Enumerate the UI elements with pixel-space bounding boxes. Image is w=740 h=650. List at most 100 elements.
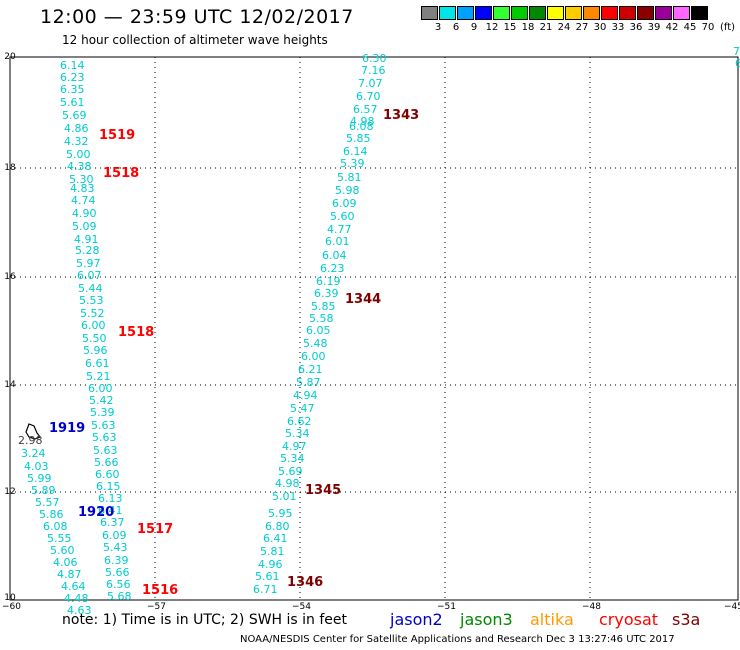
wave-height-value: 7.07	[358, 77, 383, 90]
x-tick-48: −48	[582, 602, 601, 612]
wave-height-value: 5.61	[255, 570, 280, 583]
wave-height-value: 6.30	[362, 52, 387, 65]
pass-time-label: 1519	[99, 128, 136, 143]
wave-height-value: 4.48	[64, 592, 89, 605]
wave-height-value: 5.34	[280, 452, 305, 465]
wave-height-value: 6.07	[77, 269, 102, 282]
wave-height-value: 5.34	[285, 427, 310, 440]
pass-time-label: 1518	[103, 166, 140, 181]
wave-height-value: 5.60	[50, 544, 75, 557]
scale-label-21: 21	[539, 22, 553, 33]
wave-height-value: 5.47	[290, 402, 315, 415]
scale-label-15: 15	[503, 22, 517, 33]
wave-height-value: 4.38	[67, 160, 92, 173]
scale-swatch-12	[475, 6, 492, 20]
wave-height-value: 4.98	[275, 477, 300, 490]
wave-height-value: 6.14	[343, 145, 368, 158]
pass-time-label: 1343	[383, 108, 420, 123]
wave-height-value: 5.00	[66, 148, 91, 161]
wave-height-value: 6.57	[353, 103, 378, 116]
satellite-s3a: s3a	[672, 610, 701, 629]
scale-swatch-70	[691, 6, 708, 20]
scale-label-18: 18	[521, 22, 535, 33]
wave-height-value: 5.53	[79, 294, 104, 307]
wave-height-value: 6.23	[60, 71, 85, 84]
wave-height-value: 5.43	[103, 541, 128, 554]
y-tick-16: 16	[4, 272, 16, 282]
wave-height-value: 5.98	[335, 184, 360, 197]
wave-height-value: 5.61	[60, 96, 85, 109]
pass-time-label: 1346	[287, 575, 324, 590]
wave-height-value: 5.96	[83, 344, 108, 357]
scale-unit: (ft)	[720, 22, 736, 33]
x-tick-57: −57	[147, 602, 166, 612]
wave-height-value: 6.39	[314, 287, 339, 300]
wave-height-value: 6.21	[298, 363, 323, 376]
scale-swatch-42	[655, 6, 672, 20]
wave-height-value: 4.96	[258, 558, 283, 571]
wave-height-value: 5.58	[309, 312, 334, 325]
scale-label-3: 3	[434, 22, 442, 33]
scale-label-39: 39	[647, 22, 661, 33]
wave-height-value: 6.15	[96, 480, 121, 493]
scale-swatch-18	[511, 6, 528, 20]
scale-swatch-33	[601, 6, 618, 20]
wave-height-value: 6.00	[88, 382, 113, 395]
wave-height-value: 5.69	[278, 465, 303, 478]
wave-height-value: 5.39	[90, 406, 115, 419]
wave-height-value: 6.41	[98, 504, 123, 517]
wave-height-value: 6.00	[301, 350, 326, 363]
footer-note: note: 1) Time is in UTC; 2) SWH is in fe…	[62, 612, 348, 628]
x-tick-60: −60	[2, 602, 21, 612]
scale-label-9: 9	[470, 22, 478, 33]
wave-height-value: 6.60	[95, 468, 120, 481]
pass-time-label: 1920	[78, 505, 115, 520]
wave-height-value: 5.60	[330, 210, 355, 223]
wave-height-value: 4.74	[71, 194, 96, 207]
scale-swatch-45	[673, 6, 690, 20]
x-tick-54: −54	[292, 602, 311, 612]
satellite-cryosat: cryosat	[599, 610, 659, 629]
pass-time-label: 1344	[345, 292, 382, 307]
scale-swatch-9	[457, 6, 474, 20]
wave-height-value: 6.39	[104, 554, 129, 567]
wave-height-value: 4.06	[53, 556, 78, 569]
wave-height-value: 2.98	[18, 434, 43, 447]
wave-height-value: 5.89	[31, 484, 56, 497]
scale-swatch-3	[421, 6, 438, 20]
wave-height-value: 6.19	[316, 275, 341, 288]
wave-height-value-edge: 7	[733, 45, 740, 58]
wave-height-value: 6.05	[306, 324, 331, 337]
wave-height-value: 3.24	[21, 447, 46, 460]
wave-height-value: 4.94	[293, 389, 318, 402]
y-tick-20: 20	[4, 52, 16, 62]
pass-time-label: 1517	[137, 522, 174, 537]
wave-height-value: 6.37	[100, 516, 125, 529]
scale-label-12: 12	[485, 22, 499, 33]
wave-height-value: 6.14	[60, 59, 85, 72]
wave-height-value: 5.48	[303, 337, 328, 350]
wave-height-value: 5.95	[268, 507, 293, 520]
scale-label-45: 45	[683, 22, 697, 33]
wave-height-value: 5.30	[69, 173, 94, 186]
scale-swatch-39	[637, 6, 654, 20]
wave-height-value: 6.35	[60, 83, 85, 96]
wave-height-value: 6.61	[85, 357, 110, 370]
wave-height-value: 4.86	[64, 122, 89, 135]
wave-height-value: 5.81	[260, 545, 285, 558]
y-tick-12: 12	[4, 487, 16, 497]
wave-height-value: 5.63	[92, 431, 117, 444]
island-outline	[25, 423, 41, 440]
satellite-altika: altika	[530, 610, 574, 629]
wave-height-value: 4.63	[67, 604, 92, 617]
wave-height-value: 7.16	[361, 64, 386, 77]
wave-height-value: 5.68	[107, 590, 132, 603]
wave-height-value: 5.63	[93, 444, 118, 457]
y-tick-14: 14	[4, 380, 16, 390]
wave-height-value: 6.08	[349, 120, 374, 133]
scale-label-24: 24	[557, 22, 571, 33]
scale-swatch-24	[547, 6, 564, 20]
map-title: 12:00 — 23:59 UTC 12/02/2017	[40, 6, 354, 28]
pass-time-label: 1518	[118, 325, 155, 340]
